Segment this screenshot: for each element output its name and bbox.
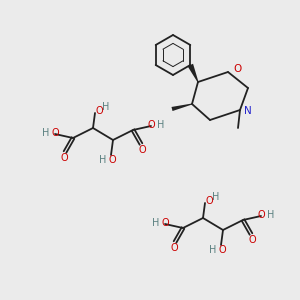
Text: O: O <box>96 106 103 116</box>
Text: H: H <box>208 245 216 255</box>
Text: O: O <box>206 196 214 206</box>
Text: O: O <box>248 235 256 245</box>
Text: O: O <box>60 153 68 163</box>
Text: H: H <box>157 120 164 130</box>
Text: O: O <box>218 245 226 255</box>
Text: O: O <box>257 210 265 220</box>
Text: O: O <box>108 155 116 165</box>
Text: H: H <box>42 128 49 138</box>
Text: O: O <box>147 120 155 130</box>
Text: O: O <box>138 145 146 155</box>
Polygon shape <box>172 103 192 111</box>
Text: O: O <box>170 243 178 253</box>
Text: H: H <box>267 210 274 220</box>
Polygon shape <box>188 64 199 82</box>
Text: O: O <box>51 128 59 138</box>
Text: N: N <box>244 106 252 116</box>
Text: O: O <box>161 218 169 228</box>
Text: H: H <box>99 155 106 165</box>
Text: H: H <box>102 102 110 112</box>
Text: O: O <box>233 64 241 74</box>
Text: H: H <box>152 218 159 228</box>
Text: H: H <box>212 192 219 202</box>
